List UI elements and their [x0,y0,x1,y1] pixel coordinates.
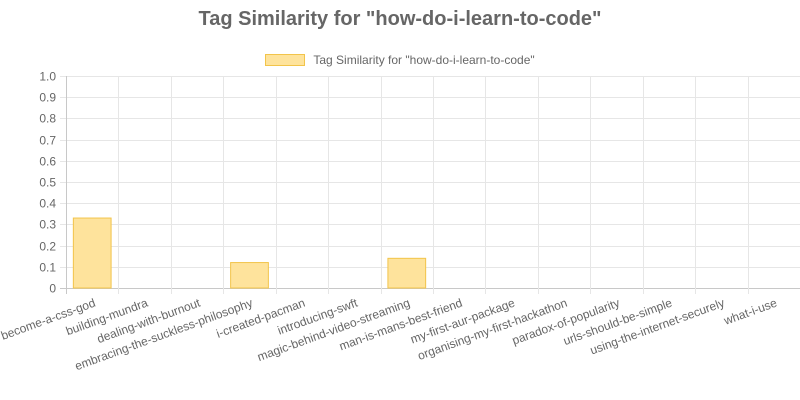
bars [72,217,427,289]
y-axis: 0 0.1 0.2 0.3 0.4 0.5 0.6 0.7 0.8 0.9 1.0 [39,70,56,296]
bar[interactable] [230,262,269,289]
x-tick-label: what-i-use [721,296,779,329]
x-axis: become-a-css-godbuilding-mundradealing-w… [0,295,779,373]
y-tick-label: 0.8 [39,112,56,126]
y-tick-label: 0.6 [39,155,56,169]
chart-title: Tag Similarity for "how-do-i-learn-to-co… [198,8,602,30]
bar[interactable] [72,217,112,289]
legend[interactable]: Tag Similarity for "how-do-i-learn-to-co… [0,52,800,68]
legend-label: Tag Similarity for "how-do-i-learn-to-co… [313,53,535,67]
legend-swatch [265,54,306,66]
y-tick-label: 0 [49,282,56,296]
bar[interactable] [387,257,427,289]
grid [60,76,800,294]
y-tick-label: 0.5 [39,176,56,190]
y-tick-label: 0.1 [39,261,56,275]
y-tick-label: 1.0 [39,70,56,84]
y-tick-label: 0.9 [39,91,56,105]
y-tick-label: 0.2 [39,240,56,254]
y-tick-label: 0.7 [39,134,56,148]
y-tick-label: 0.4 [39,197,56,211]
y-tick-label: 0.3 [39,218,56,232]
